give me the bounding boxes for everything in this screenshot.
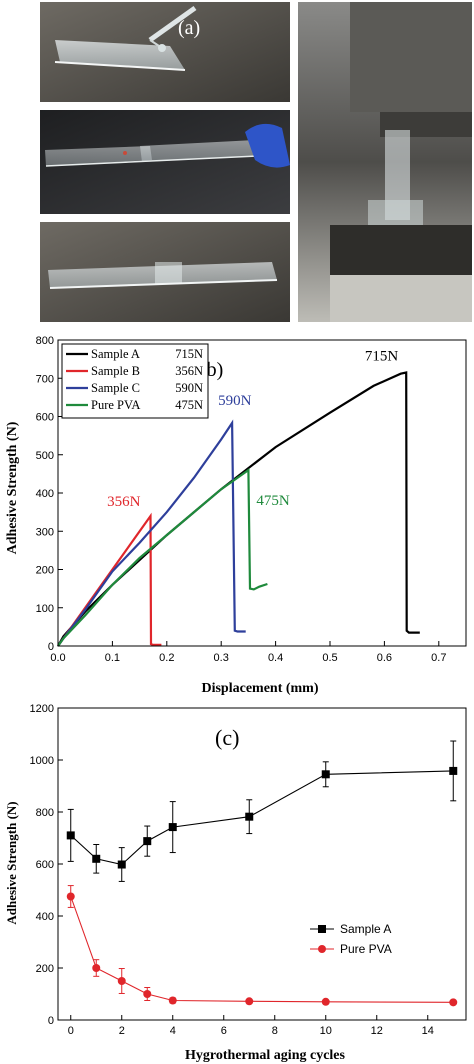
b-y-tick-label: 0 (48, 641, 54, 653)
b-x-tick-label: 0.1 (105, 652, 120, 664)
c-x-tick-label: 6 (221, 1025, 227, 1037)
b-series-line-sample-a (57, 371, 420, 647)
c-point-sample-a (143, 837, 152, 846)
b-y-axis-label: Adhesive Strength (N) (5, 421, 20, 554)
b-legend-value: 475N (175, 398, 203, 412)
c-y-tick-label: 800 (36, 807, 54, 819)
blue-glove-hand (245, 123, 290, 168)
b-series-line-pure-pva (57, 468, 268, 647)
b-legend-value: 590N (175, 381, 203, 395)
b-x-tick-label: 0.5 (322, 652, 337, 664)
c-point-pure-pva (66, 892, 75, 901)
panel-a-photos: (a) (40, 2, 472, 322)
c-legend-marker (318, 925, 326, 933)
b-y-tick-label: 100 (36, 603, 54, 615)
c-x-tick-label: 10 (320, 1025, 332, 1037)
b-peak-label: 590N (218, 393, 252, 409)
b-x-tick-label: 0.0 (50, 652, 65, 664)
b-y-tick-label: 500 (36, 450, 54, 462)
c-point-sample-a (92, 854, 101, 863)
c-y-tick-label: 1200 (30, 703, 54, 715)
c-point-sample-a (321, 770, 330, 779)
c-point-sample-a (66, 831, 75, 840)
c-point-pure-pva (168, 996, 177, 1005)
b-peak-label: 475N (256, 493, 290, 509)
b-series-line-sample-c (57, 419, 246, 647)
c-point-sample-a (117, 860, 126, 869)
c-point-pure-pva (117, 977, 126, 985)
c-legend: Sample A Pure PVA (310, 922, 392, 956)
c-x-tick-label: 14 (422, 1025, 434, 1037)
c-point-sample-a (449, 766, 458, 775)
c-y-tick-label: 1000 (30, 755, 54, 767)
b-y-tick-label: 800 (36, 335, 54, 347)
b-legend-name: Sample B (91, 364, 140, 378)
b-legend-name: Pure PVA (91, 398, 140, 412)
c-y-axis-label: Adhesive Strength (N) (4, 801, 19, 924)
b-legend: Sample A 715N Sample B 356N Sample C 590N Pure… (61, 343, 209, 419)
b-legend-value: 356N (175, 364, 203, 378)
b-y-tick-label: 600 (36, 412, 54, 424)
b-x-tick-label: 0.2 (159, 652, 174, 664)
c-legend-name: Pure PVA (340, 942, 392, 956)
c-y-tick-label: 200 (36, 963, 54, 975)
c-x-tick-label: 0 (68, 1025, 74, 1037)
c-point-sample-a (245, 812, 254, 821)
c-legend-marker (318, 945, 326, 953)
b-y-tick-label: 300 (36, 526, 54, 538)
b-x-tick-label: 0.4 (268, 652, 283, 664)
b-y-tick-label: 200 (36, 565, 54, 577)
c-y-tick-label: 600 (36, 859, 54, 871)
b-legend-name: Sample C (91, 381, 140, 395)
b-x-tick-label: 0.3 (214, 652, 229, 664)
c-series-line-pure-pva (70, 896, 454, 1003)
c-panel-label: (c) (215, 725, 239, 750)
b-peak-label: 356N (107, 494, 141, 510)
photo-tensile-tester (298, 2, 472, 322)
c-plot-frame (57, 707, 467, 1021)
b-plot-frame (57, 339, 467, 647)
c-y-tick-label: 400 (36, 911, 54, 923)
photo-overlapping-slides (40, 110, 290, 214)
c-point-pure-pva (143, 990, 152, 998)
c-legend-name: Sample A (340, 922, 391, 936)
b-y-tick-label: 700 (36, 373, 54, 385)
photo-bonded-slides (40, 222, 290, 322)
b-legend-value: 715N (175, 347, 203, 361)
c-point-pure-pva (449, 998, 458, 1007)
photo-pipette-on-slide (40, 2, 290, 102)
c-y-tick-label: 0 (48, 1015, 54, 1027)
c-x-tick-label: 12 (371, 1025, 383, 1037)
panel-b-chart: Adhesive Strength (N) Displacement (mm) … (5, 335, 467, 696)
c-point-pure-pva (321, 997, 330, 1006)
panel-a-label: (a) (178, 17, 200, 39)
c-x-tick-label: 2 (119, 1025, 125, 1037)
b-x-axis-label: Displacement (mm) (201, 681, 318, 696)
c-x-axis-label: Hygrothermal aging cycles (185, 1048, 345, 1063)
b-peak-label: 715N (365, 349, 399, 365)
c-series-line-sample-a (70, 770, 454, 866)
panel-c-chart: Adhesive Strength (N) Hygrothermal aging… (4, 703, 467, 1063)
c-x-tick-label: 8 (272, 1025, 278, 1037)
c-point-sample-a (168, 823, 177, 832)
b-x-tick-label: 0.6 (377, 652, 392, 664)
b-y-tick-label: 400 (36, 488, 54, 500)
c-point-pure-pva (245, 997, 254, 1006)
b-x-tick-label: 0.7 (431, 652, 446, 664)
c-x-tick-label: 4 (170, 1025, 176, 1037)
c-point-pure-pva (92, 964, 101, 972)
b-legend-name: Sample A (91, 347, 140, 361)
